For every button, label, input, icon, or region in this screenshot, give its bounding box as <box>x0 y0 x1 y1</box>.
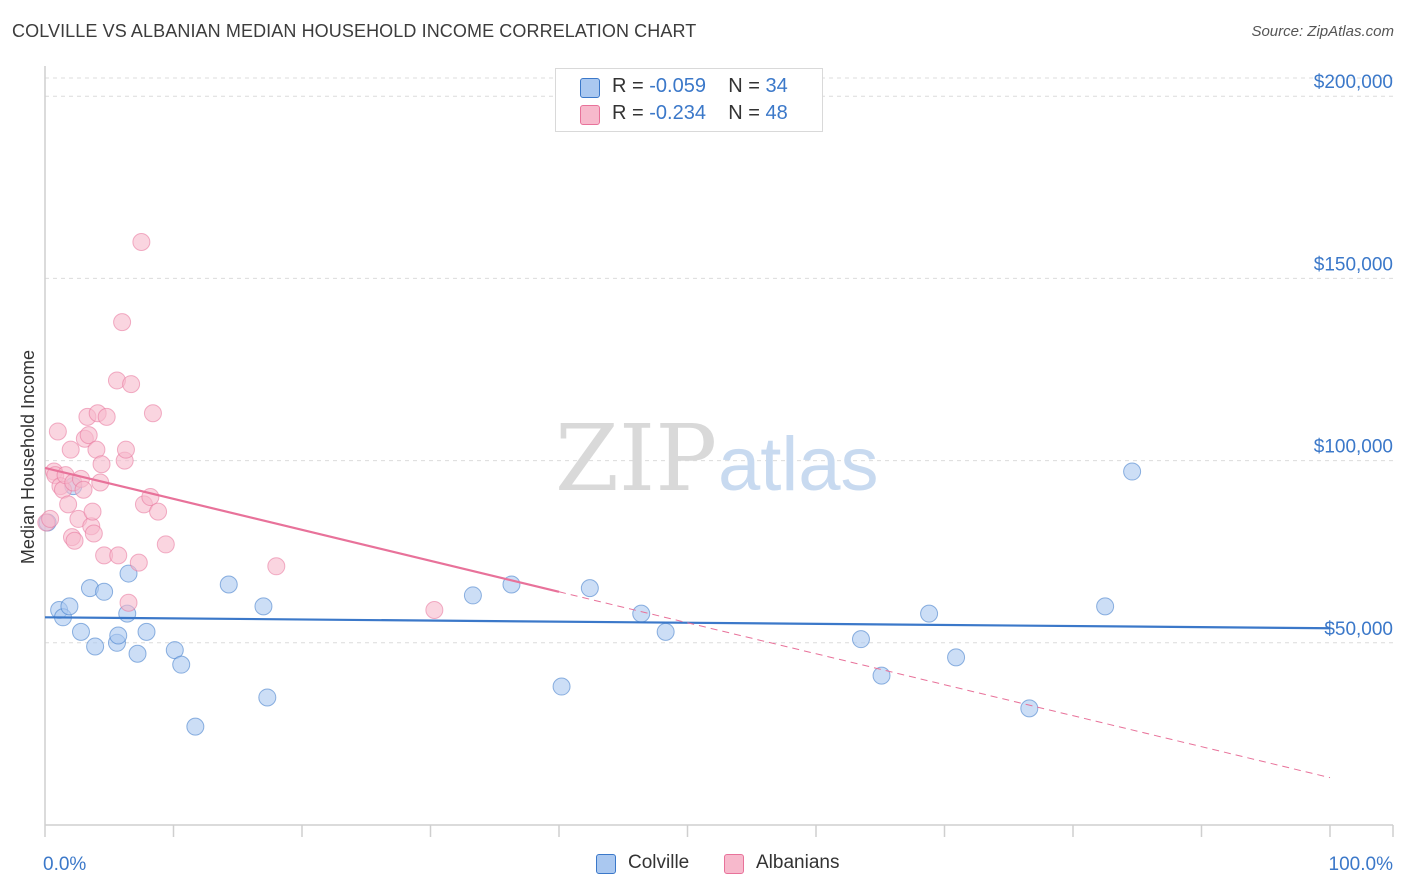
data-point-colville <box>60 597 79 616</box>
legend-r-label: R = <box>612 75 650 97</box>
y-tick-label: $100,000 <box>1314 437 1393 458</box>
data-point-colville <box>258 688 277 707</box>
gridlines <box>45 77 1393 644</box>
data-point-albanians <box>41 509 60 528</box>
data-point-albanians <box>84 524 103 543</box>
data-point-albanians <box>79 426 98 445</box>
data-point-colville <box>920 604 939 623</box>
y-tick-label: $200,000 <box>1314 72 1393 93</box>
data-point-colville <box>947 648 966 667</box>
watermark-atlas: atlas <box>718 422 879 507</box>
stats-legend: R = -0.059 N = 34 R = -0.234 N = 48 <box>555 68 823 132</box>
data-point-albanians <box>61 440 80 459</box>
data-point-colville <box>95 582 114 601</box>
legend-swatch-albanians <box>580 105 600 125</box>
legend-n-value: 34 <box>765 75 788 97</box>
data-point-albanians <box>129 553 148 572</box>
data-point-albanians <box>74 480 93 499</box>
y-tick-label: $50,000 <box>1324 619 1393 640</box>
source-credit: Source: ZipAtlas.com <box>1251 23 1394 40</box>
bottom-legend-swatch-colville <box>596 854 616 874</box>
x-tick-label: 0.0% <box>43 854 86 875</box>
data-point-colville <box>656 622 675 641</box>
data-point-colville <box>1096 597 1115 616</box>
data-point-colville <box>1123 462 1142 481</box>
data-point-colville <box>119 564 138 583</box>
data-point-albanians <box>425 601 444 620</box>
data-point-colville <box>872 666 891 685</box>
data-point-colville <box>109 626 128 645</box>
data-point-albanians <box>143 404 162 423</box>
bottom-legend-label-colville: Colville <box>628 852 690 873</box>
data-point-colville <box>552 677 571 696</box>
legend-swatch-colville <box>580 78 600 98</box>
data-point-colville <box>254 597 273 616</box>
data-point-albanians <box>122 375 141 394</box>
legend-n-value: 48 <box>765 102 788 124</box>
data-points <box>37 232 1142 736</box>
data-point-albanians <box>59 495 78 514</box>
axis-labels: $50,000 $100,000 $150,000 $200,000 0.0% 100.0… <box>18 72 1393 875</box>
trend-line-albanians <box>44 466 560 593</box>
data-point-colville <box>463 586 482 605</box>
watermark-zip: ZIP <box>555 405 717 512</box>
data-point-albanians <box>109 546 128 565</box>
chart-title: COLVILLE VS ALBANIAN MEDIAN HOUSEHOLD IN… <box>12 21 697 41</box>
data-point-albanians <box>267 557 286 576</box>
trend-lines <box>44 466 1331 779</box>
data-point-albanians <box>92 455 111 474</box>
data-point-albanians <box>132 232 151 251</box>
axes <box>44 66 1394 837</box>
x-tick-label: 100.0% <box>1329 854 1394 875</box>
bottom-legend-label-albanians: Albanians <box>756 852 840 873</box>
data-point-albanians <box>156 535 175 554</box>
y-axis-title: Median Household Income <box>18 350 38 564</box>
trend-line-extension-albanians <box>558 591 1331 779</box>
data-point-albanians <box>119 593 138 612</box>
legend-stats-colville: R = -0.059 N = 34 <box>612 75 788 98</box>
data-point-albanians <box>149 502 168 521</box>
data-point-colville <box>580 579 599 598</box>
data-point-colville <box>128 644 147 663</box>
legend-n-label: N = <box>728 75 766 97</box>
legend-r-value: -0.059 <box>649 75 706 97</box>
data-point-colville <box>219 575 238 594</box>
legend-n-label: N = <box>728 102 766 124</box>
data-point-colville <box>1020 699 1039 718</box>
data-point-colville <box>86 637 105 656</box>
data-point-albanians <box>113 313 132 332</box>
legend-stats-albanians: R = -0.234 N = 48 <box>612 102 788 125</box>
watermark: ZIP atlas <box>555 405 879 512</box>
data-point-albanians <box>116 440 135 459</box>
data-point-albanians <box>97 407 116 426</box>
data-point-colville <box>851 630 870 649</box>
data-point-albanians <box>65 531 84 550</box>
legend-r-label: R = <box>612 102 650 124</box>
data-point-colville <box>186 717 205 736</box>
bottom-legend-swatch-albanians <box>724 854 744 874</box>
legend-r-value: -0.234 <box>649 102 706 124</box>
data-point-albanians <box>48 422 67 441</box>
data-point-albanians <box>83 502 102 521</box>
data-point-colville <box>172 655 191 674</box>
y-tick-label: $150,000 <box>1314 254 1393 275</box>
data-point-colville <box>137 622 156 641</box>
data-point-colville <box>71 622 90 641</box>
data-point-colville <box>632 604 651 623</box>
